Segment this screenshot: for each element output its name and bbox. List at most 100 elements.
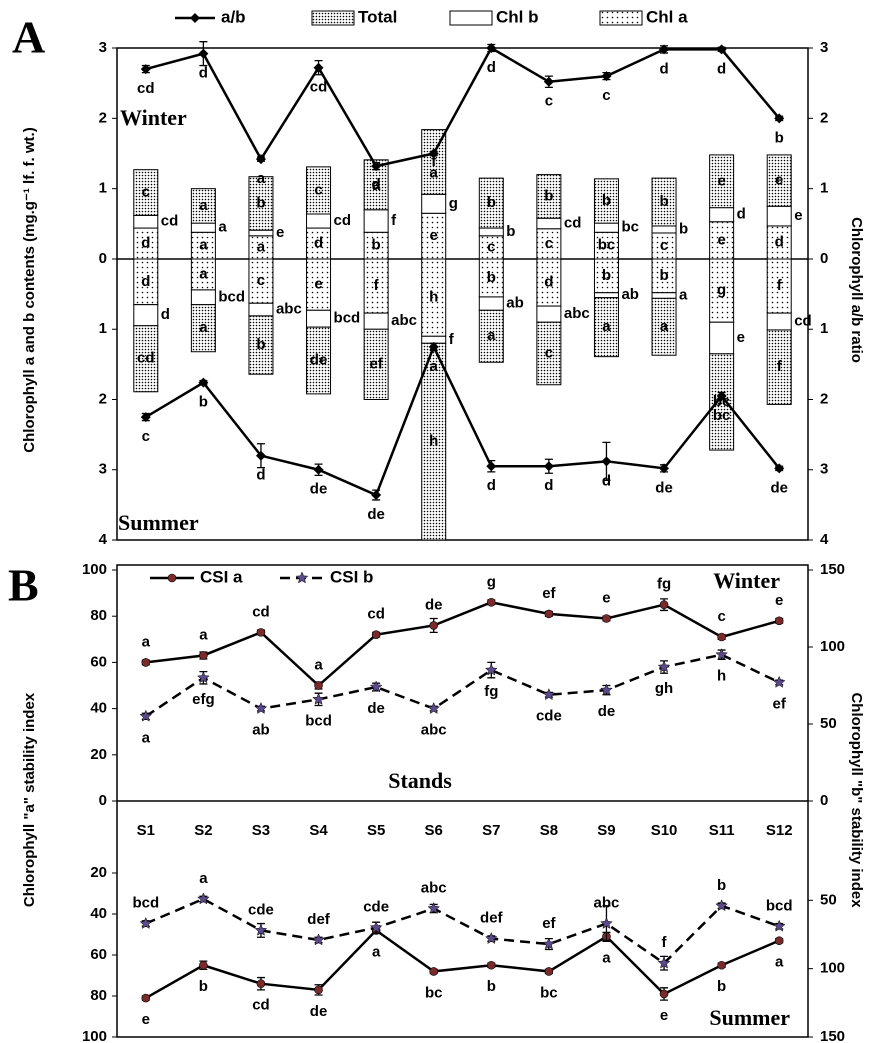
data-label: gh xyxy=(655,680,673,697)
marker xyxy=(659,989,669,999)
data-label: b xyxy=(602,192,611,209)
data-label: b xyxy=(775,129,784,146)
legend-label: Chl b xyxy=(496,7,539,26)
bar-segment xyxy=(421,258,447,337)
marker xyxy=(543,461,554,472)
marker xyxy=(313,62,324,73)
data-label: b xyxy=(659,193,668,210)
data-label: d xyxy=(199,65,208,82)
x-tick-label: S11 xyxy=(709,822,735,839)
marker xyxy=(371,490,382,501)
data-label: f xyxy=(449,331,455,348)
data-label: h xyxy=(429,289,438,306)
data-label: de xyxy=(425,596,443,613)
data-label: abc xyxy=(594,895,620,912)
x-tick-label: S7 xyxy=(482,822,500,839)
data-label: f xyxy=(777,277,783,294)
marker xyxy=(774,936,784,945)
data-label: c xyxy=(660,237,668,254)
x-tick-label: S1 xyxy=(137,822,155,839)
bar-segment xyxy=(133,258,159,306)
bar-segment xyxy=(478,177,504,229)
legend-marker xyxy=(190,13,200,23)
legend-label: CSI b xyxy=(330,567,373,586)
marker xyxy=(139,916,153,929)
marker xyxy=(600,916,613,929)
data-label: c xyxy=(545,93,553,110)
data-label: bcd xyxy=(132,895,159,912)
bar-segment xyxy=(306,309,332,328)
marker xyxy=(312,692,325,705)
data-label: d xyxy=(737,206,746,223)
data-label: abc xyxy=(421,722,447,739)
data-label: a xyxy=(142,729,151,746)
bar-segment xyxy=(363,328,389,400)
data-label: bcd xyxy=(305,712,332,729)
bar-segment xyxy=(478,258,504,298)
data-label: cde xyxy=(363,899,389,916)
x-tick-label: S5 xyxy=(367,822,385,839)
data-label: de xyxy=(367,700,385,717)
marker xyxy=(369,680,383,693)
bar-segment xyxy=(190,289,216,306)
marker xyxy=(139,709,153,722)
data-label: bcd xyxy=(766,897,793,914)
y2-tick-label: 100 xyxy=(820,960,845,977)
data-label: b xyxy=(256,194,265,211)
legend-swatch xyxy=(449,10,493,26)
data-label: f xyxy=(777,358,783,375)
bar-segment xyxy=(709,353,735,451)
marker xyxy=(486,960,496,970)
season-label: Summer xyxy=(118,510,199,535)
data-label: d xyxy=(141,273,150,290)
y2-tick-label: 1 xyxy=(820,320,828,337)
data-label: h xyxy=(717,668,726,685)
data-label: d xyxy=(659,60,668,77)
data-label: cd xyxy=(161,213,179,230)
data-label: de xyxy=(310,351,328,368)
marker xyxy=(772,675,786,688)
marker xyxy=(717,632,726,642)
data-label: e xyxy=(314,276,322,293)
data-label: cd xyxy=(564,214,582,231)
bar-segment xyxy=(709,221,735,260)
data-label: de xyxy=(310,481,328,498)
x-tick-label: S9 xyxy=(597,822,615,839)
data-label: b xyxy=(544,187,553,204)
bar-segment xyxy=(306,213,332,229)
data-label: e xyxy=(602,589,610,606)
y-tick-label: 100 xyxy=(82,561,107,578)
data-label: d xyxy=(161,306,170,323)
y-tick-label: 2 xyxy=(99,109,107,126)
marker xyxy=(141,658,151,667)
series-line xyxy=(145,46,781,168)
marker xyxy=(657,956,671,969)
bar-segment xyxy=(709,207,735,223)
data-label: h xyxy=(429,433,438,450)
x-tick-label: S10 xyxy=(651,822,678,839)
marker xyxy=(659,463,670,474)
marker xyxy=(295,571,309,584)
data-label: b xyxy=(506,223,515,240)
x-tick-label: S4 xyxy=(309,822,328,839)
data-label: e xyxy=(142,1011,150,1028)
data-label: bcd xyxy=(218,288,245,305)
data-label: cd xyxy=(252,603,270,620)
bar-segment xyxy=(536,305,562,323)
legend-label: a/b xyxy=(221,7,246,26)
y2-tick-label: 50 xyxy=(820,715,837,732)
data-label: de xyxy=(598,703,616,720)
data-label: a xyxy=(314,656,323,673)
bar-segment xyxy=(593,178,619,224)
y-tick-label: 40 xyxy=(90,905,107,922)
marker xyxy=(716,390,727,401)
data-label: bc xyxy=(425,984,443,1001)
data-label: d xyxy=(314,234,323,251)
bar-segment xyxy=(248,258,274,304)
y2-tick-label: 150 xyxy=(820,561,845,578)
bar-segment xyxy=(478,296,504,311)
bar-segment xyxy=(593,258,619,294)
data-label: de xyxy=(655,479,673,496)
